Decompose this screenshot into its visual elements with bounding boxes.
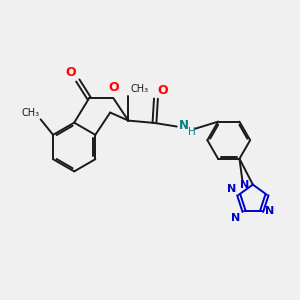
Text: H: H [188,127,196,137]
Text: N: N [178,119,188,132]
Text: O: O [158,84,168,97]
Text: CH₃: CH₃ [21,108,39,118]
Text: O: O [65,66,76,79]
Text: N: N [227,184,236,194]
Text: N: N [240,180,249,190]
Text: N: N [265,206,274,217]
Text: O: O [108,81,119,94]
Text: CH₃: CH₃ [130,84,148,94]
Text: N: N [231,213,241,223]
